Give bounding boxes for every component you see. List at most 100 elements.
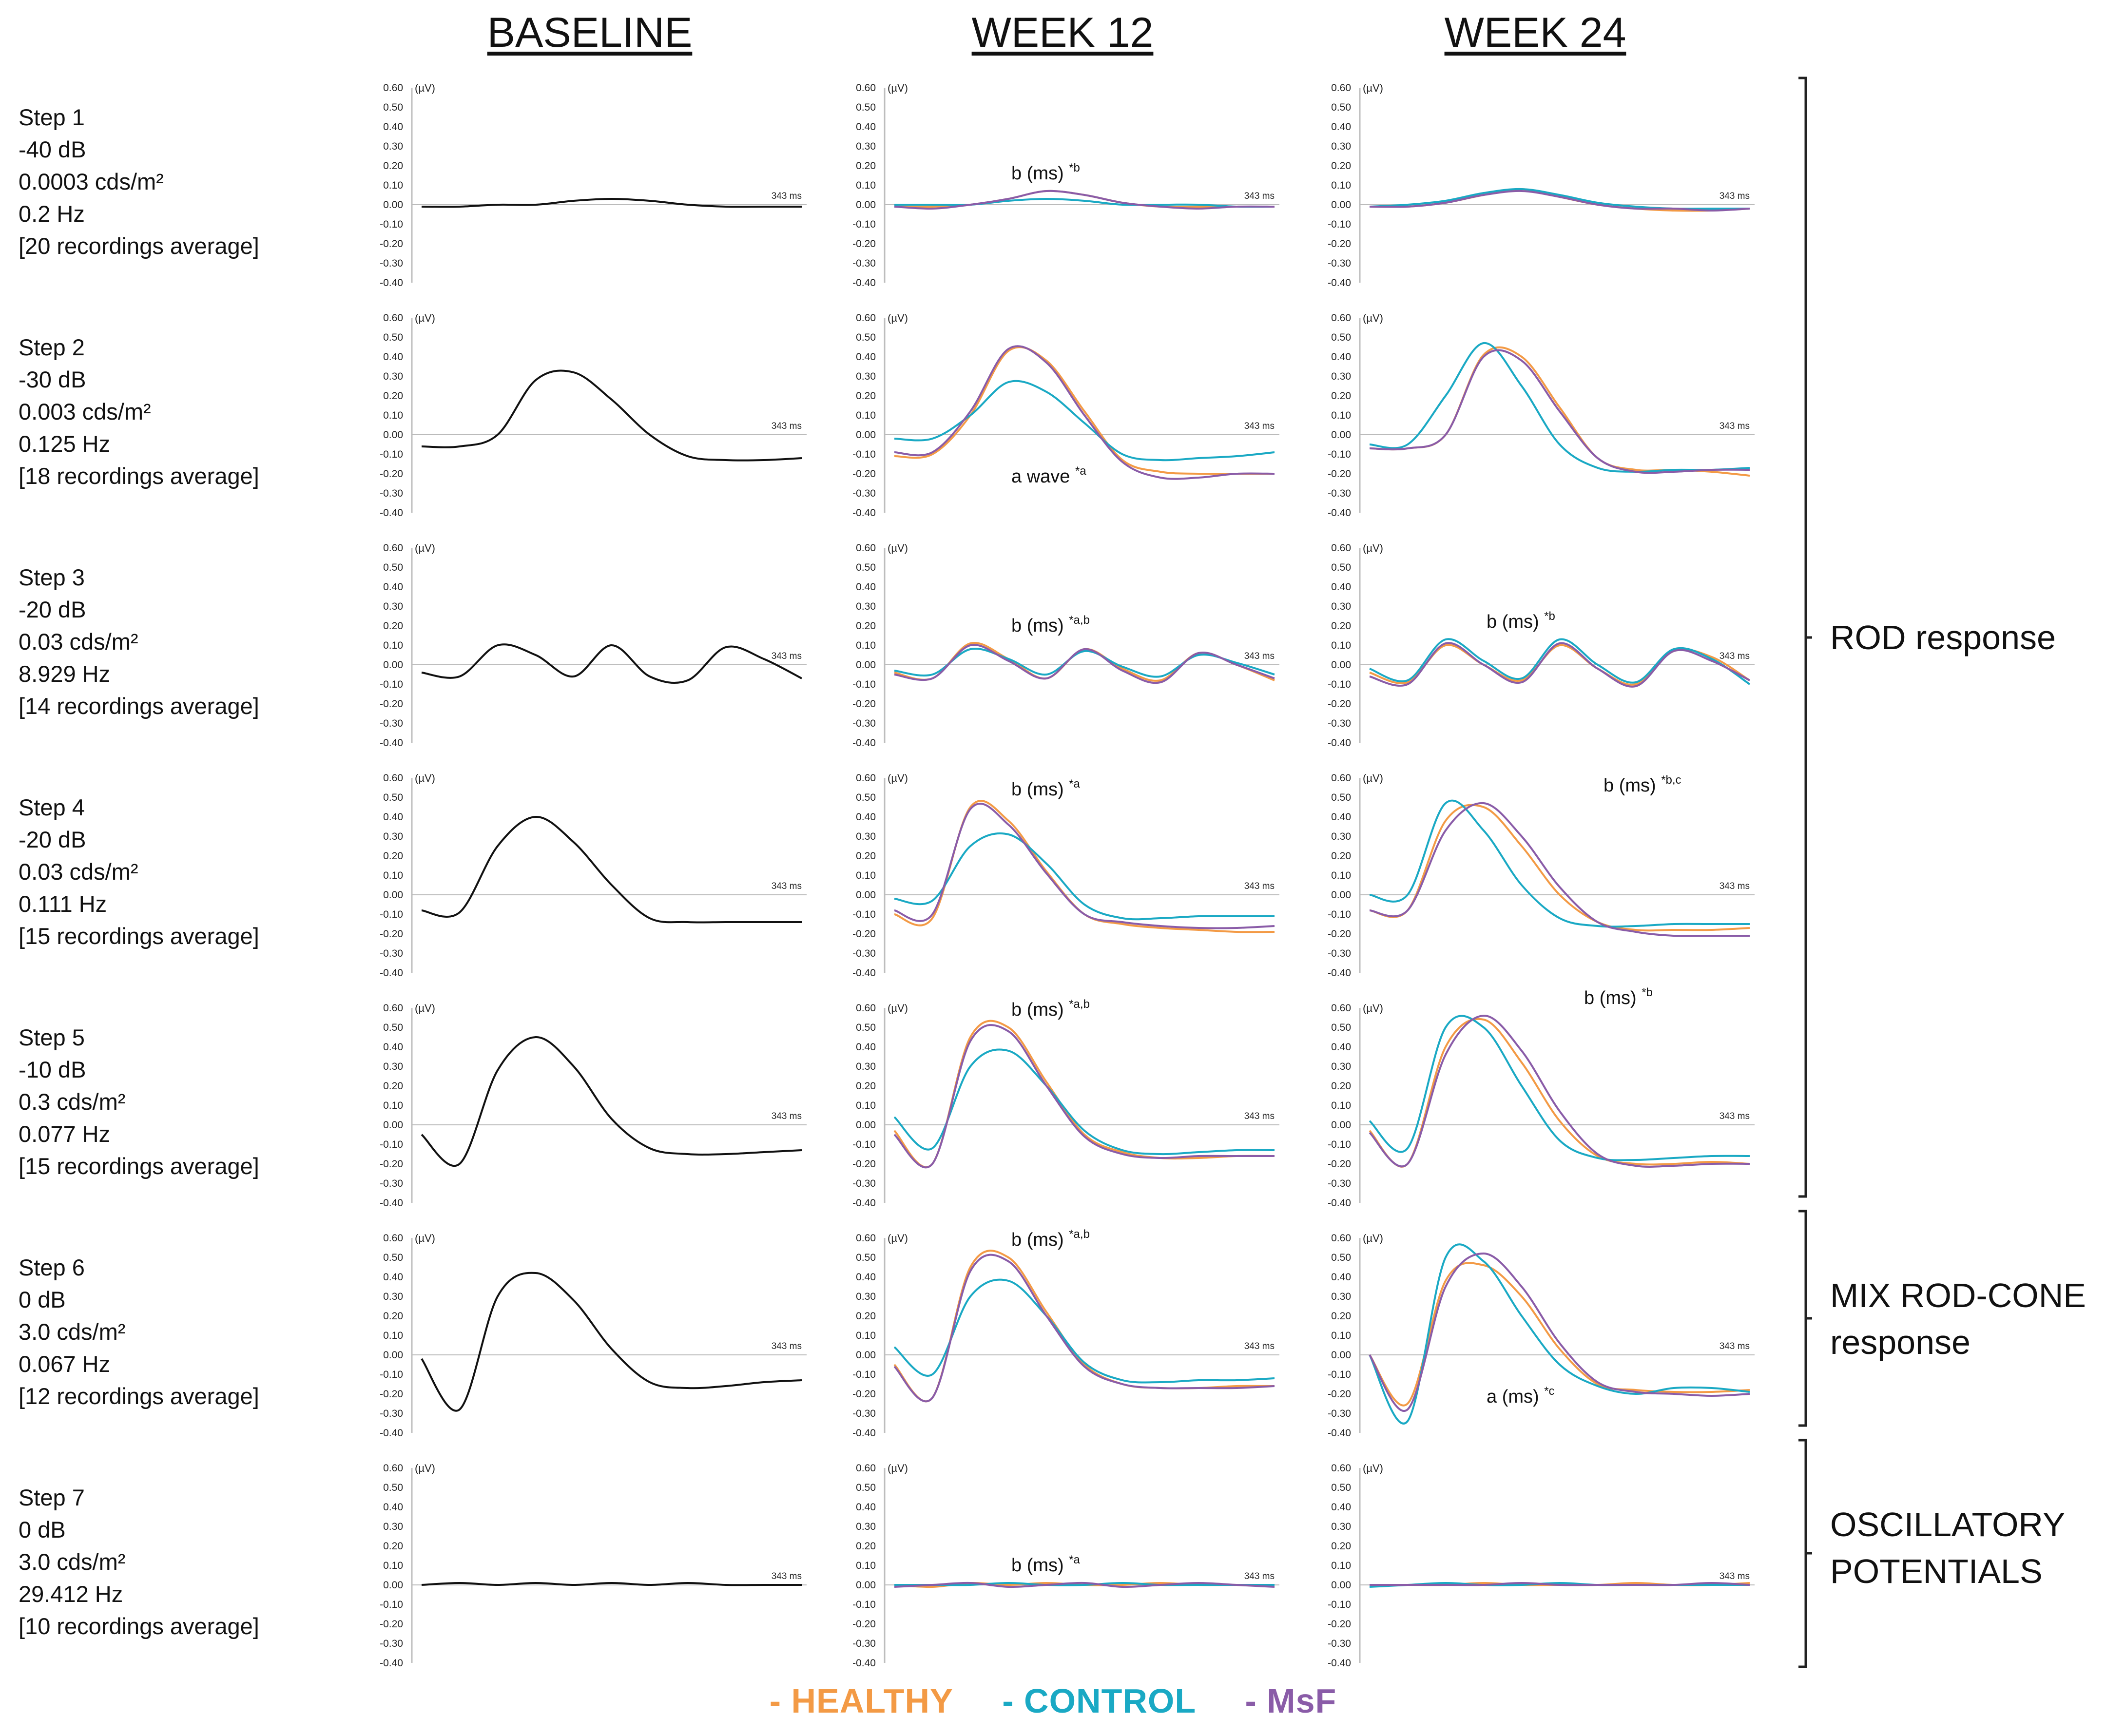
y-tick-label: -0.10 (380, 219, 403, 230)
y-tick-label: 0.50 (856, 562, 876, 573)
y-tick-label: -0.40 (380, 507, 403, 519)
unit-label: (µV) (1363, 1462, 1383, 1474)
erg-panel: 0.60 0.50 0.40 0.30 0.20 0.10 0.00 -0.10 -0.20 -0… (380, 772, 807, 979)
y-tick-label: 0.10 (856, 870, 876, 881)
y-tick-label: 0.40 (856, 811, 876, 823)
unit-label: (µV) (415, 542, 435, 554)
y-tick-label: 0.10 (856, 640, 876, 651)
y-tick-label: 0.10 (1331, 640, 1351, 651)
time-label: 343 ms (1244, 191, 1275, 201)
step-label: Step 6 0 dB 3.0 cds/m² 0.067 Hz [12 reco… (19, 1252, 330, 1412)
step-luminance: 0.0003 cds/m² (19, 169, 164, 194)
y-tick-label: 0.50 (1331, 562, 1351, 573)
y-tick-label: -0.40 (1328, 1197, 1351, 1209)
step-label: Step 7 0 dB 3.0 cds/m² 29.412 Hz [10 rec… (19, 1482, 330, 1642)
y-tick-label: 0.50 (856, 1482, 876, 1493)
y-tick-label: -0.40 (852, 737, 876, 749)
y-tick-label: -0.30 (852, 718, 876, 729)
y-tick-label: 0.40 (383, 121, 403, 133)
series-line-control (1369, 1015, 1750, 1161)
y-tick-label: -0.20 (852, 698, 876, 710)
erg-panel: 0.60 0.50 0.40 0.30 0.20 0.10 0.00 -0.10 -0.20 -0… (852, 1228, 1279, 1439)
y-tick-label: -0.40 (852, 1427, 876, 1439)
series-line-msf (1369, 1253, 1750, 1412)
unit-label: (µV) (415, 1462, 435, 1474)
series-line-msf (894, 190, 1275, 210)
series-line-msf (894, 802, 1275, 929)
y-tick-label: 0.60 (1331, 1003, 1351, 1014)
y-tick-label: 0.00 (856, 659, 876, 671)
group-label-line: ROD response (1830, 618, 2056, 656)
unit-label: (µV) (415, 82, 435, 94)
y-tick-label: 0.00 (1331, 199, 1351, 211)
y-tick-label: -0.30 (380, 488, 403, 499)
y-tick-label: 0.50 (1331, 102, 1351, 113)
y-tick-label: 0.50 (856, 102, 876, 113)
y-tick-label: 0.00 (1331, 659, 1351, 671)
y-tick-label: 0.00 (383, 199, 403, 211)
series-line-control (1369, 799, 1750, 928)
y-tick-label: 0.40 (856, 1272, 876, 1283)
y-tick-label: -0.10 (1328, 219, 1351, 230)
step-luminance: 0.03 cds/m² (19, 859, 138, 885)
series-line-msf (1369, 190, 1750, 212)
panel-annotation: b (ms) *b (1011, 161, 1080, 184)
step-name: Step 6 (19, 1254, 85, 1280)
panel-annotation: a (ms) *c (1487, 1385, 1555, 1407)
step-frequency: 0.067 Hz (19, 1351, 111, 1377)
erg-panel: 0.60 0.50 0.40 0.30 0.20 0.10 0.00 -0.10 -0.20 -0… (852, 1462, 1279, 1669)
time-label: 343 ms (772, 421, 802, 431)
y-tick-label: -0.20 (852, 1158, 876, 1170)
step-frequency: 0.2 Hz (19, 201, 85, 227)
y-tick-label: 0.00 (856, 1580, 876, 1591)
erg-panel: 0.60 0.50 0.40 0.30 0.20 0.10 0.00 -0.10 -0.20 -0… (380, 1002, 807, 1209)
y-tick-label: 0.20 (856, 160, 876, 172)
step-frequency: 8.929 Hz (19, 661, 111, 687)
y-tick-label: 0.50 (383, 102, 403, 113)
time-label: 343 ms (1244, 1571, 1275, 1582)
step-luminance: 0.03 cds/m² (19, 629, 138, 655)
step-recordings: [10 recordings average] (19, 1613, 259, 1639)
y-tick-label: -0.40 (1328, 737, 1351, 749)
y-tick-label: 0.10 (856, 1560, 876, 1571)
y-tick-label: -0.10 (1328, 1599, 1351, 1610)
erg-panel: 0.60 0.50 0.40 0.30 0.20 0.10 0.00 -0.10 -0.20 -0… (380, 312, 807, 519)
y-tick-label: -0.30 (380, 258, 403, 269)
y-tick-label: 0.30 (383, 1521, 403, 1532)
erg-panel: 0.60 0.50 0.40 0.30 0.20 0.10 0.00 -0.10 -0.20 -0… (380, 1462, 807, 1669)
y-tick-label: 0.20 (856, 390, 876, 402)
y-tick-label: 0.30 (856, 601, 876, 612)
y-tick-label: -0.30 (1328, 948, 1351, 959)
y-tick-label: -0.40 (1328, 967, 1351, 979)
y-tick-label: 0.50 (856, 1252, 876, 1263)
y-tick-label: 0.30 (383, 831, 403, 842)
y-tick-label: -0.30 (1328, 258, 1351, 269)
y-tick-label: 0.10 (856, 1100, 876, 1111)
y-tick-label: 0.50 (856, 1022, 876, 1033)
y-tick-label: 0.20 (1331, 390, 1351, 402)
y-tick-label: -0.40 (380, 967, 403, 979)
step-recordings: [14 recordings average] (19, 693, 259, 719)
legend: - HEALTHY - CONTROL - MsF (0, 1681, 2106, 1720)
y-tick-label: -0.20 (852, 238, 876, 250)
series-line-control (1369, 342, 1750, 473)
time-label: 343 ms (772, 191, 802, 201)
legend-control: - CONTROL (1002, 1682, 1197, 1720)
time-label: 343 ms (772, 1341, 802, 1351)
y-tick-label: 0.20 (383, 390, 403, 402)
y-tick-label: 0.00 (856, 889, 876, 901)
y-tick-label: 0.20 (1331, 1080, 1351, 1092)
y-tick-label: 0.30 (1331, 1291, 1351, 1302)
y-tick-label: 0.20 (1331, 160, 1351, 172)
y-tick-label: 0.60 (383, 1233, 403, 1244)
y-tick-label: 0.30 (1331, 371, 1351, 382)
erg-panel: 0.60 0.50 0.40 0.30 0.20 0.10 0.00 -0.10 -0.20 -0… (852, 772, 1279, 979)
group-label-oscillatory: OSCILLATORY POTENTIALS (1830, 1501, 2065, 1595)
y-tick-label: 0.50 (1331, 332, 1351, 343)
erg-panel: 0.60 0.50 0.40 0.30 0.20 0.10 0.00 -0.10 -0.20 -0… (852, 312, 1279, 519)
step-attenuation: -30 dB (19, 366, 86, 392)
y-tick-label: 0.10 (1331, 870, 1351, 881)
y-tick-label: 0.20 (383, 160, 403, 172)
